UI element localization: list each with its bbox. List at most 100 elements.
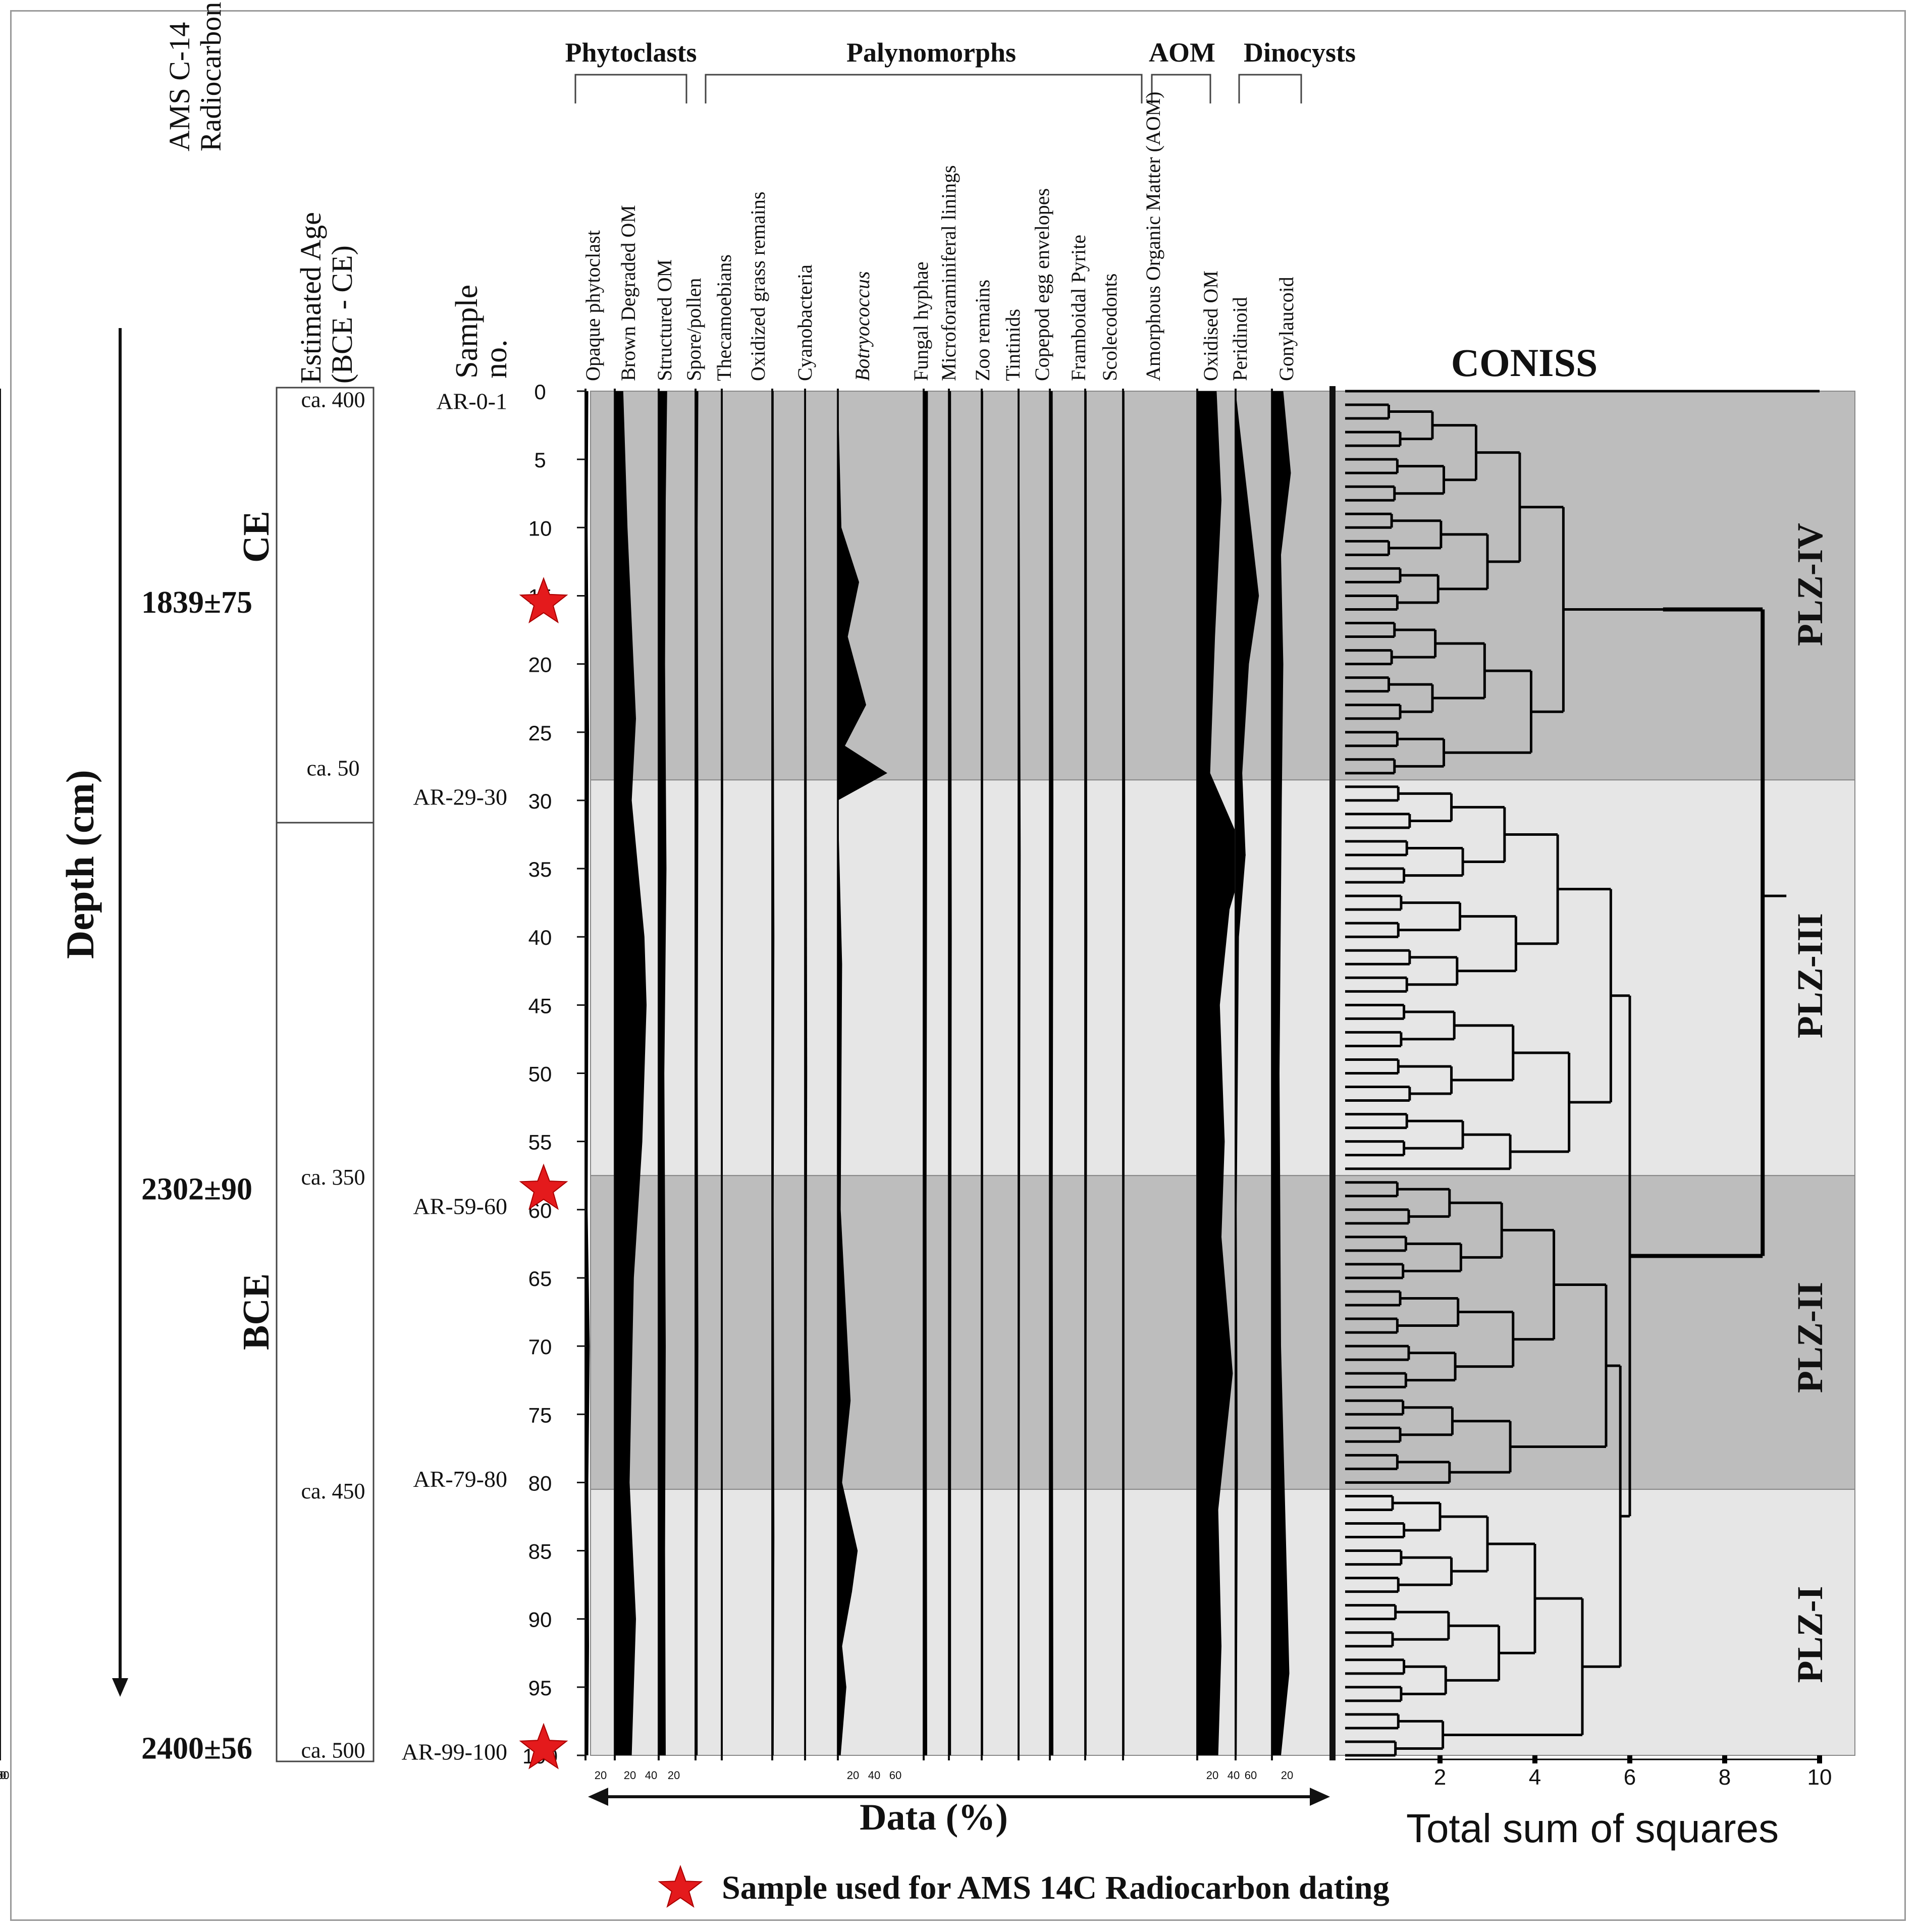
taxon-area — [1050, 391, 1053, 1755]
group-bracket — [1238, 74, 1302, 103]
radiocarbon-age: 2302±90 — [141, 1172, 252, 1206]
taxon-area — [772, 391, 775, 1755]
taxon-area — [659, 391, 667, 1755]
sample-label: AR-0-1 — [436, 389, 507, 414]
depth-tick-label: 90 — [528, 1608, 552, 1632]
sample-label: AR-29-30 — [413, 784, 507, 810]
depth-tick-label: 65 — [528, 1267, 552, 1291]
depth-tick-label: 10 — [528, 516, 552, 540]
taxon-tick-label: 20 — [624, 1769, 636, 1782]
taxon-tick-label: 20 — [1281, 1769, 1293, 1782]
taxon-label: Opaque phytoclast — [581, 230, 604, 381]
taxon-label: Oxidized grass remains — [747, 192, 769, 381]
taxon-tick-label: 20 — [595, 1769, 607, 1782]
depth-tick-label: 85 — [528, 1540, 552, 1564]
coniss-tick-label: 8 — [1719, 1765, 1731, 1790]
taxon-label: Microforaminiferal linings — [937, 165, 960, 381]
taxon-area — [615, 391, 647, 1755]
taxon-label: Brown Degraded OM — [617, 205, 640, 381]
coniss-axis-title: Total sum of squares — [1406, 1806, 1779, 1851]
group-bracket — [574, 74, 687, 103]
taxon-tick-label: 20 — [1206, 1769, 1218, 1782]
depth-tick-label: 40 — [528, 926, 552, 949]
depth-tick-label: 45 — [528, 994, 552, 1017]
depth-tick-label: 30 — [528, 789, 552, 813]
coniss-tick-label: 2 — [1434, 1765, 1446, 1790]
taxon-label: Scolecodonts — [1098, 274, 1121, 381]
data-axis-title: Data (%) — [860, 1797, 1008, 1838]
group-header: AOM — [1149, 37, 1215, 68]
taxon-tick-label: 100 — [0, 1769, 9, 1782]
depth-tick-label: 75 — [528, 1403, 552, 1427]
coniss-tick-label: 4 — [1529, 1765, 1541, 1790]
zone-band — [590, 1488, 1855, 1756]
taxon-label: Cyanobacteria — [793, 264, 816, 381]
taxon-label: Gonylaucoid — [1275, 277, 1298, 381]
depth-arrow-head — [112, 1678, 128, 1697]
data-axis-arrow-right — [1310, 1788, 1330, 1806]
taxon-label: Peridinoid — [1229, 297, 1251, 381]
depth-tick-label: 25 — [528, 721, 552, 745]
group-header: Palynomorphs — [846, 37, 1016, 68]
depth-tick-label: 55 — [528, 1131, 552, 1154]
radiocarbon-age: 2400±56 — [141, 1731, 252, 1765]
taxon-tick-label: 60 — [889, 1769, 901, 1782]
zone-label: PLZ-IV — [1790, 523, 1830, 646]
era-label-ce: CE — [236, 511, 277, 563]
age-header: Estimated Age (BCE - CE) — [294, 212, 358, 384]
zone-label: PLZ-I — [1790, 1586, 1830, 1683]
group-bracket — [1151, 74, 1211, 103]
taxon-label: Thecamoebians — [713, 254, 735, 381]
group-bracket — [705, 74, 1143, 103]
depth-tick-label: 35 — [528, 857, 552, 881]
depth-tick-label: 95 — [528, 1676, 552, 1700]
coniss-tick-label: 6 — [1624, 1765, 1636, 1790]
taxon-label: Oxidised OM — [1199, 271, 1222, 381]
taxon-label: Botryococcus — [851, 271, 874, 381]
taxon-tick-label: 150 — [0, 1769, 9, 1782]
taxon-area — [838, 391, 887, 1755]
ams-header-line2: Radiocarbon ages — [194, 0, 227, 151]
estimated-age: ca. 50 — [306, 756, 359, 780]
taxon-area — [805, 391, 808, 1755]
taxon-tick-label: 40 — [1228, 1769, 1240, 1782]
taxon-label: Amorphous Organic Matter (AOM) — [1142, 91, 1164, 381]
taxon-tick-label: 60 — [1245, 1769, 1257, 1782]
zone-label: PLZ-III — [1790, 913, 1830, 1038]
zone-label: PLZ-II — [1790, 1282, 1830, 1393]
taxon-area — [949, 391, 952, 1755]
group-header: Phytoclasts — [565, 37, 697, 68]
estimated-age: ca. 500 — [301, 1738, 365, 1762]
taxon-area — [1019, 391, 1021, 1755]
taxon-area — [696, 391, 699, 1755]
taxon-label: Framboidal Pyrite — [1067, 235, 1090, 381]
taxon-label: Structured OM — [653, 259, 676, 381]
estimated-age: ca. 350 — [301, 1165, 365, 1190]
taxon-area — [1236, 391, 1259, 1755]
taxon-tick-label: 40 — [645, 1769, 657, 1782]
depth-tick-label: 50 — [528, 1062, 552, 1086]
taxon-tick-label: 20 — [847, 1769, 859, 1782]
sample-header-line1: Sample — [450, 285, 484, 379]
figure-frame — [10, 10, 1906, 1921]
coniss-tick-label: 10 — [1807, 1765, 1832, 1790]
depth-tick-label: 80 — [528, 1471, 552, 1495]
radiocarbon-star-icon — [519, 577, 568, 624]
depth-tick-label: 20 — [528, 653, 552, 677]
radiocarbon-age: 1839±75 — [141, 585, 252, 620]
estimated-age: ca. 450 — [301, 1479, 365, 1504]
radiocarbon-star-icon — [519, 1163, 568, 1210]
taxon-area — [982, 391, 983, 1755]
sample-label: AR-59-60 — [413, 1193, 507, 1219]
age-header-line2: (BCE - CE) — [326, 245, 358, 384]
sample-header: Sample no. — [450, 285, 513, 379]
depth-tick-label: 5 — [534, 448, 546, 472]
legend-label: Sample used for AMS 14C Radiocarbon dati… — [722, 1869, 1390, 1906]
ams-header-line1: AMS C-14 — [163, 22, 196, 151]
radiocarbon-star-icon — [519, 1723, 568, 1769]
taxon-label: Zoo remains — [971, 280, 994, 381]
sample-label: AR-99-100 — [401, 1739, 507, 1764]
zone-band — [590, 391, 1855, 781]
age-header-line1: Estimated Age — [294, 212, 327, 384]
taxon-area — [1272, 391, 1291, 1755]
